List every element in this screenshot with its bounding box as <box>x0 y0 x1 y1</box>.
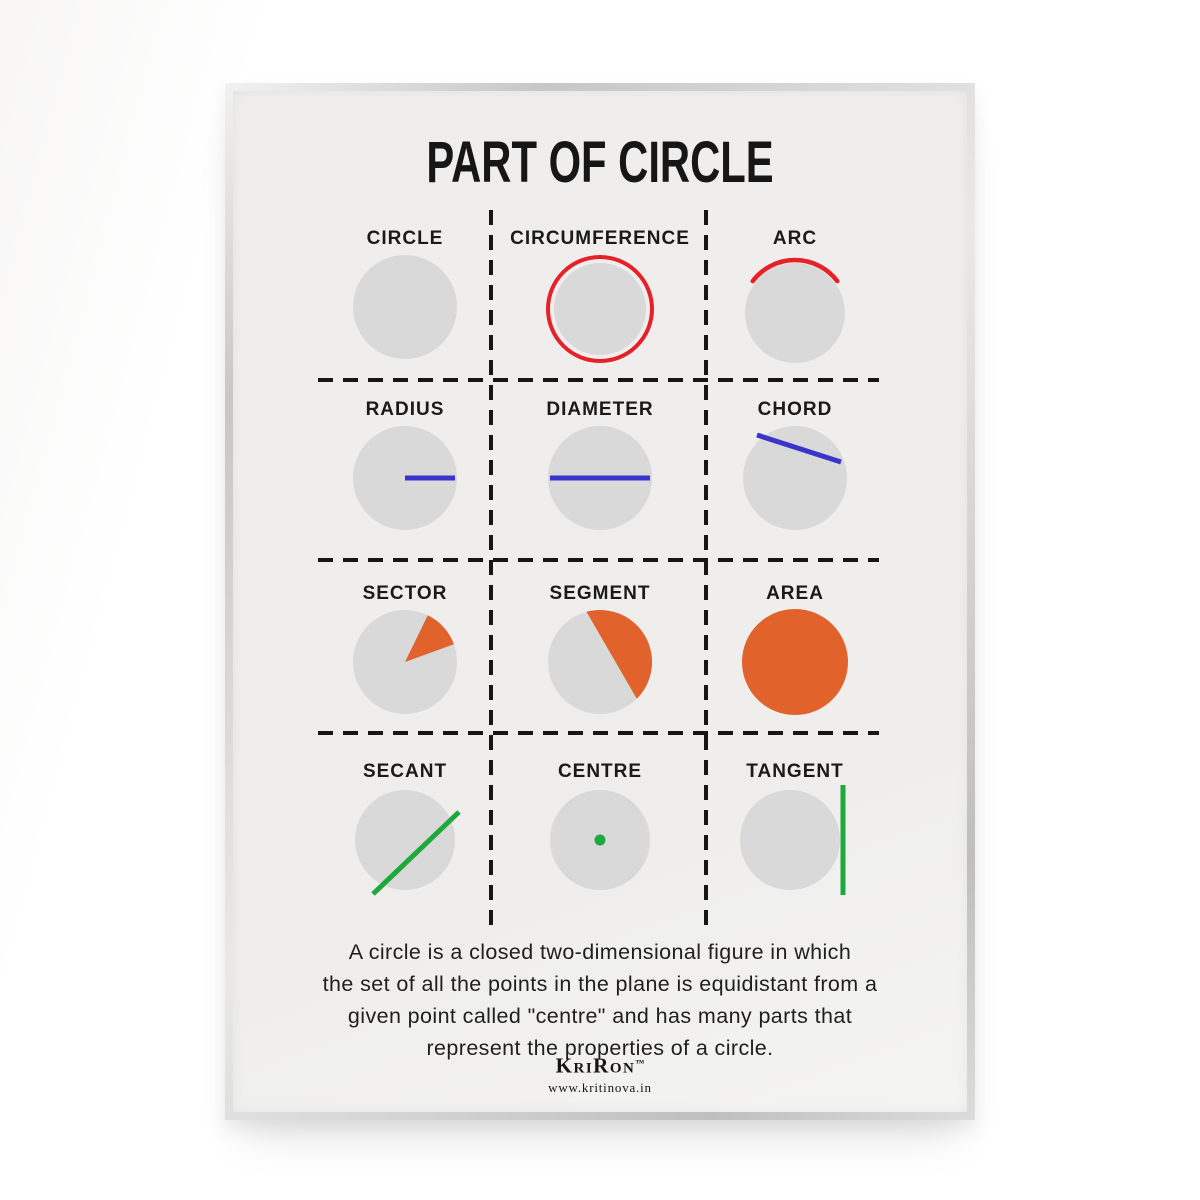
cell-label-circle: CIRCLE <box>366 228 444 249</box>
cell-label-chord: CHORD <box>757 399 833 420</box>
grid-divider-horizontal-3 <box>318 731 879 735</box>
cell-label-sector: SECTOR <box>362 583 448 604</box>
cell-centre: CENTRE <box>505 759 695 900</box>
cell-label-arc: ARC <box>772 228 818 249</box>
segment-diagram-icon <box>548 610 653 714</box>
description-line-3: given point called "centre" and has many… <box>347 1004 853 1028</box>
cell-circumference: CIRCUMFERENCE <box>505 226 695 367</box>
poster: PART OF CIRCLE CIRCLE CIRCUMFERENCE ARC <box>233 91 967 1112</box>
cell-tangent: TANGENT <box>700 759 890 900</box>
cell-chord: CHORD <box>700 397 890 538</box>
cell-segment: SEGMENT <box>505 581 695 722</box>
cell-radius: RADIUS <box>310 397 500 538</box>
arc-diagram-icon <box>745 257 845 363</box>
grid-divider-horizontal-2 <box>318 558 879 562</box>
brand-logo-part: K <box>555 1053 574 1078</box>
radius-diagram-icon <box>353 426 457 530</box>
cell-secant: SECANT <box>310 759 500 900</box>
centre-diagram-icon <box>550 790 650 890</box>
chord-diagram-icon <box>743 426 847 530</box>
diameter-diagram-icon <box>548 426 652 530</box>
grid-divider-vertical-1 <box>489 210 493 925</box>
description-line-2: the set of all the points in the plane i… <box>322 972 878 996</box>
poster-title: PART OF CIRCLE <box>426 130 774 195</box>
tangent-diagram-icon <box>740 785 846 895</box>
trademark-symbol: ™ <box>635 1058 645 1068</box>
grid-divider-horizontal-1 <box>318 378 879 382</box>
brand-logo-part: R <box>593 1053 610 1078</box>
sector-diagram-icon <box>353 610 457 714</box>
cell-sector: SECTOR <box>310 581 500 722</box>
cell-arc: ARC <box>700 226 890 367</box>
secant-diagram-icon <box>355 790 461 896</box>
brand-logo: KRIRON™ <box>233 1051 967 1080</box>
brand-logo-part: RI <box>573 1060 594 1077</box>
cell-circle: CIRCLE <box>310 226 500 367</box>
brand-block: KRIRON™ www.kritinova.in <box>233 1051 967 1096</box>
circumference-diagram-icon <box>546 255 654 363</box>
grid-divider-vertical-2 <box>704 210 708 925</box>
cell-label-tangent: TANGENT <box>746 761 844 782</box>
cell-label-area: AREA <box>766 583 824 604</box>
cell-label-secant: SECANT <box>362 761 448 782</box>
cell-label-diameter: DIAMETER <box>546 399 654 420</box>
area-diagram-icon <box>742 609 848 715</box>
description-line-4: represent the properties of a circle. <box>426 1036 774 1060</box>
brand-logo-part: ON <box>609 1060 636 1077</box>
circle-diagram-icon <box>353 255 457 359</box>
cell-label-radius: RADIUS <box>365 399 445 420</box>
brand-website: www.kritinova.in <box>548 1080 652 1096</box>
cell-label-circumference: CIRCUMFERENCE <box>510 228 690 249</box>
cell-area: AREA <box>700 581 890 722</box>
description-line-1: A circle is a closed two-dimensional fig… <box>348 940 852 964</box>
cell-label-centre: CENTRE <box>557 761 643 782</box>
cell-diameter: DIAMETER <box>505 397 695 538</box>
cell-label-segment: SEGMENT <box>549 583 651 604</box>
poster-description: A circle is a closed two-dimensional fig… <box>233 936 967 1064</box>
